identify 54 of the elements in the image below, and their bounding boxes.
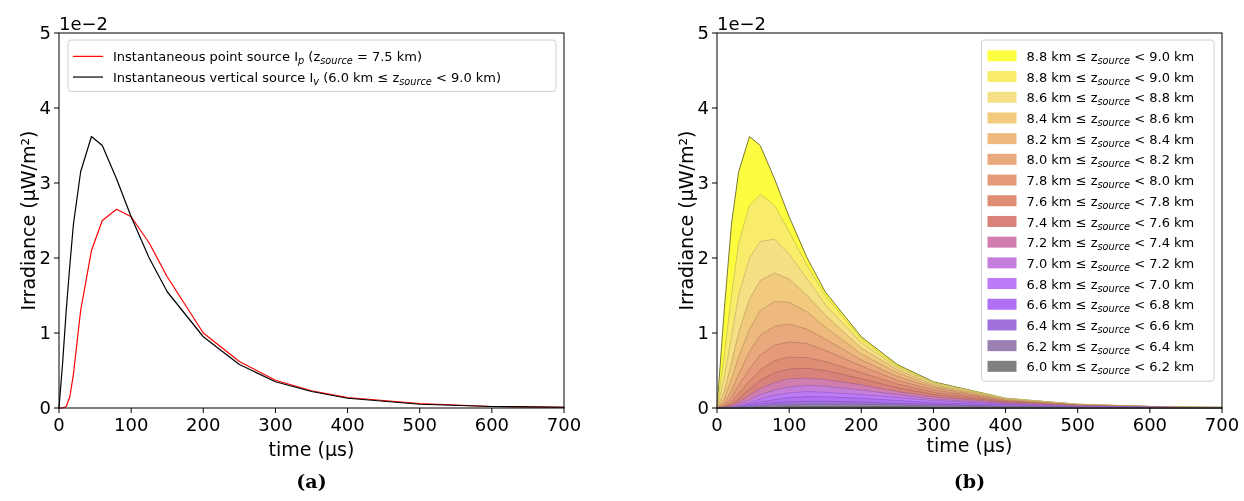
- x-tick-label: 600: [474, 414, 510, 435]
- y-tick-label: 5: [39, 22, 51, 44]
- legend-label: 6.6 km ≤ z$_{source}$ < 6.8 km: [1026, 297, 1195, 314]
- y-tick-label: 2: [39, 247, 51, 269]
- x-tick-label: 0: [53, 414, 65, 435]
- legend-label: 8.6 km ≤ z$_{source}$ < 8.8 km: [1026, 90, 1195, 107]
- y-axis-title: Irradiance (μW/m²): [17, 130, 39, 311]
- x-tick-label: 100: [113, 414, 149, 435]
- legend-label: 8.2 km ≤ z$_{source}$ < 8.4 km: [1026, 131, 1195, 149]
- x-tick-label: 500: [402, 414, 437, 435]
- legend-label: 8.4 km ≤ z$_{source}$ < 8.6 km: [1026, 111, 1195, 128]
- y-tick-label: 0: [697, 397, 709, 419]
- x-axis-title: time (μs): [268, 438, 355, 460]
- y-tick-label: 1: [697, 322, 709, 344]
- legend-label: Instantaneous point source I$_{p}$ (z$_{source}$ = 7.5 km): [113, 48, 423, 66]
- y-tick-label: 3: [697, 172, 709, 194]
- x-tick-label: 300: [916, 414, 951, 435]
- legend-label: 8.0 km ≤ z$_{source}$ < 8.2 km: [1026, 152, 1195, 169]
- legend-label: 6.4 km ≤ z$_{source}$ < 6.6 km: [1026, 318, 1195, 335]
- x-tick-label: 700: [546, 414, 582, 435]
- y-tick-label: 3: [39, 172, 51, 194]
- legend-label: 7.0 km ≤ z$_{source}$ < 7.2 km: [1026, 255, 1195, 273]
- x-tick-label: 100: [771, 414, 807, 435]
- x-tick-label: 700: [1204, 414, 1240, 435]
- x-tick-label: 0: [711, 414, 723, 435]
- x-tick-label: 200: [186, 414, 221, 435]
- legend-label: 8.8 km ≤ z$_{source}$ < 9.0 km: [1026, 48, 1195, 66]
- legend-label: 6.2 km ≤ z$_{source}$ < 6.4 km: [1026, 338, 1195, 356]
- x-tick-label: 400: [330, 414, 365, 435]
- legend-label: 7.6 km ≤ z$_{source}$ < 7.8 km: [1026, 193, 1195, 211]
- text: (a): [296, 470, 327, 492]
- legend-label: 7.4 km ≤ z$_{source}$ < 7.6 km: [1026, 214, 1195, 231]
- legend-label: 8.8 km ≤ z$_{source}$ < 9.0 km: [1026, 69, 1195, 87]
- y-tick-label: 4: [697, 97, 709, 119]
- annotation: 1e−2: [717, 13, 767, 34]
- legend-label: Instantaneous vertical source I$_{v}$ (6.0 km ≤ z$_{source}$ < 9.0 km): [113, 69, 502, 87]
- x-tick-label: 300: [258, 414, 293, 435]
- y-tick-label: 1: [39, 322, 51, 344]
- legend-label: 6.8 km ≤ z$_{source}$ < 7.0 km: [1026, 276, 1195, 294]
- y-tick-label: 0: [39, 397, 51, 419]
- legend-label: 7.8 km ≤ z$_{source}$ < 8.0 km: [1026, 173, 1195, 190]
- legend-label: 6.0 km ≤ z$_{source}$ < 6.2 km: [1026, 359, 1195, 376]
- annotation: 1e−2: [59, 13, 109, 34]
- x-tick-label: 500: [1060, 414, 1095, 435]
- x-tick-label: 200: [844, 414, 879, 435]
- y-tick-label: 4: [39, 97, 51, 119]
- y-tick-label: 5: [697, 22, 709, 44]
- x-tick-label: 400: [988, 414, 1023, 435]
- text: (b): [953, 470, 986, 492]
- x-tick-label: 600: [1132, 414, 1168, 435]
- x-axis-title: time (μs): [926, 434, 1013, 456]
- legend-label: 7.2 km ≤ z$_{source}$ < 7.4 km: [1026, 235, 1195, 252]
- y-axis-title: Irradiance (μW/m²): [675, 130, 697, 311]
- y-tick-label: 2: [697, 247, 709, 269]
